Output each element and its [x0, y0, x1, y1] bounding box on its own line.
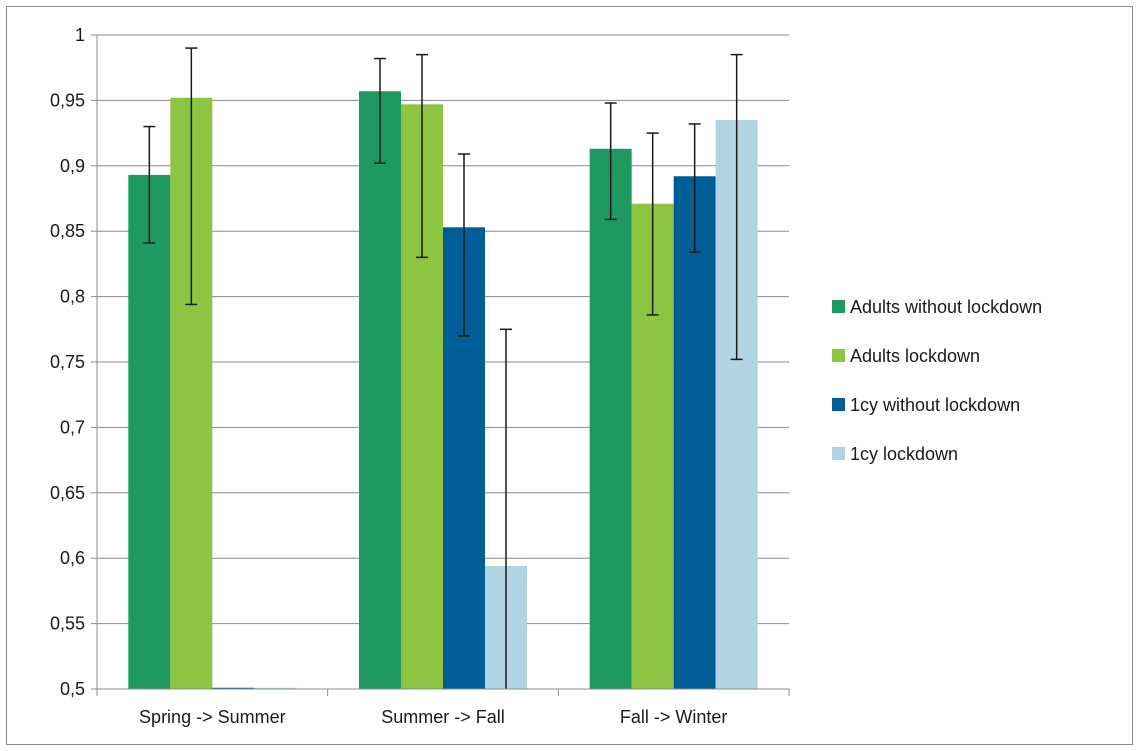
axes — [96, 35, 790, 696]
y-tick-label: 0,55 — [50, 614, 85, 634]
legend-item: Adults lockdown — [832, 346, 980, 366]
bar — [359, 91, 401, 689]
y-tick-label: 0,6 — [60, 548, 85, 568]
legend-swatch — [832, 398, 845, 411]
bars — [128, 91, 758, 690]
y-tick-label: 1 — [75, 25, 85, 45]
y-tick-label: 0,85 — [50, 221, 85, 241]
legend-label: 1cy lockdown — [850, 444, 958, 464]
y-tick-label: 0,75 — [50, 352, 85, 372]
legend-label: 1cy without lockdown — [850, 395, 1020, 415]
legend-item: 1cy lockdown — [832, 444, 958, 464]
bar — [673, 176, 716, 689]
y-tick-label: 0,9 — [60, 156, 85, 176]
legend-swatch — [832, 300, 845, 313]
legend-label: Adults without lockdown — [850, 297, 1042, 317]
y-axis-tick-labels: 0,5 0,55 0,6 0,65 0,7 0,75 0,8 0,85 0,9 0,95 1 — [50, 25, 85, 699]
bar — [128, 174, 171, 689]
y-tick-label: 0,65 — [50, 483, 85, 503]
x-tick-label: Summer -> Fall — [381, 707, 505, 727]
legend: Adults without lockdown Adults lockdown 1c… — [832, 297, 1042, 464]
legend-label: Adults lockdown — [850, 346, 980, 366]
y-tick-label: 0,7 — [60, 417, 85, 437]
legend-item: Adults without lockdown — [832, 297, 1042, 317]
x-axis-tick-labels: Spring -> Summer Summer -> Fall Fall -> Wi… — [139, 707, 727, 727]
y-tick-label: 0,8 — [60, 287, 85, 307]
legend-item: 1cy without lockdown — [832, 395, 1020, 415]
bar — [589, 148, 632, 689]
legend-swatch — [832, 349, 845, 362]
x-tick-label: Spring -> Summer — [139, 707, 286, 727]
x-tick-label: Fall -> Winter — [620, 707, 728, 727]
y-tick-label: 0,95 — [50, 90, 85, 110]
error-bars — [143, 47, 743, 689]
y-tick-label: 0,5 — [60, 679, 85, 699]
legend-swatch — [832, 447, 845, 460]
